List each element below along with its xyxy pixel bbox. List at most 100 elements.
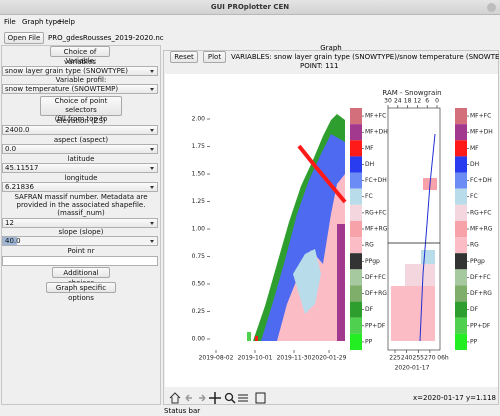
legend-swatch [455,124,467,141]
legend-label: DH [365,161,374,168]
legend-label: DF+FC [365,274,386,281]
menu-graph-type[interactable]: Graph type [22,18,62,26]
legend-label: RG [470,242,479,249]
graph-options-button[interactable]: Graph specific options [46,282,116,302]
legend-swatch [455,333,467,350]
config-icon[interactable] [238,394,248,402]
y-tick-label: 1.25 [192,198,206,205]
bottom-tick-label: 255 [413,355,425,362]
close-button[interactable] [487,3,496,12]
aspect-label: aspect (aspect) [53,136,109,144]
legend-swatch [455,220,467,238]
y-tick-label: 2.00 [192,116,206,123]
menu-help[interactable]: Help [59,18,75,26]
bottom-tick-label: 225 [389,355,401,362]
legend-swatch [350,108,362,125]
forward-icon[interactable] [199,394,206,402]
mf-bit [255,336,258,341]
profile-frame [387,107,441,351]
point-text: POINT: 111 [300,62,339,70]
slope-label: slope (slope) [58,228,104,236]
legend-label: DF+RG [470,290,492,297]
left-panel [1,45,161,405]
x-tick-label: 2019-11-30 [277,355,312,362]
legend-swatch [350,317,362,334]
choice-variables-button[interactable]: Choice of variables [50,46,110,66]
legend-label: DF+FC [470,274,491,281]
variable-combo[interactable]: snow layer grain type (SNOWTYPE) [2,66,158,76]
elevation-combo[interactable]: 2400.0 [2,125,158,135]
legend-swatch [350,301,362,318]
graph-header: Graph [320,44,342,52]
profile-shapes [387,107,441,351]
latitude-combo[interactable]: 45.11517 [2,163,158,173]
legend-swatch [350,172,362,189]
y-tick-label: 0.50 [192,281,206,288]
home-icon[interactable] [169,392,181,404]
pan-icon[interactable] [209,392,221,404]
legend-swatch [350,140,362,157]
legend-swatch [350,188,362,205]
point-input[interactable] [2,256,158,266]
legend-swatch [455,140,467,157]
legend-label: MF [365,145,374,152]
legend-label: RG+FC [365,209,387,216]
massif-combo[interactable]: 12 [2,218,158,228]
legend-swatch [350,204,362,221]
save-icon[interactable] [255,392,266,404]
legend-label: PPgp [470,258,485,265]
legend-label: DF+RG [365,290,387,297]
legend-swatch [455,269,467,286]
aspect-combo[interactable]: 0.0 [2,144,158,154]
window-title: GUI PROplotter CEN [0,0,500,15]
legend-label: RG [365,242,374,249]
menu-file[interactable]: File [4,18,16,26]
x-tick-label: 2019-08-02 [199,355,234,362]
legend-swatch [350,333,362,350]
longitude-combo[interactable]: 6.21836 [2,182,158,192]
mf-dh-area [337,224,345,341]
bottom-tick-label: 240 [401,355,413,362]
zoom-icon[interactable] [224,392,234,402]
y-tick-label: 0.25 [192,308,206,315]
y-tick-label: 0.75 [192,253,206,260]
profile-title: RAM - Snowgrain [382,89,441,97]
top-tick-label: 12 [414,98,422,105]
slope-combo[interactable]: 40.0 [2,236,158,246]
file-name: PRO_gdesRousses_2019-2020.nc [48,34,164,42]
legend-swatch [455,108,467,125]
graph-panel [163,50,499,405]
top-tick-label: 30 [384,98,392,105]
legend-swatch [350,253,362,270]
profil-label: Variable profil: [55,76,107,84]
variables-text: VARIABLES: snow layer grain type (SNOWTY… [231,53,500,61]
profile-rg-fc [405,264,435,286]
additional-choices-button[interactable]: Additional choices [52,267,110,287]
y-tick-label: 1.50 [192,171,206,178]
legend-swatch [350,285,362,302]
point-selectors-button[interactable]: Choice of point selectors (fill from top … [40,96,122,132]
top-tick-label: 6 [425,98,429,105]
top-tick-label: 24 [394,98,402,105]
open-file-button[interactable]: Open File [4,32,44,44]
latitude-label: latitude [67,155,95,163]
back-icon[interactable] [185,394,192,402]
legend-label: DH [470,161,479,168]
legend-label: FC [365,193,373,200]
legend-swatch [455,204,467,221]
legend-swatch [350,156,362,173]
legend-label: RG+FC [470,209,492,216]
legend-label: PP [365,338,373,345]
legend-label: PP+DF [470,322,491,329]
time-label: 06h [437,355,449,362]
legend-label: MF [470,145,479,152]
status-bar: Status bar [164,407,201,415]
profil-combo[interactable]: snow temperature (SNOWTEMP) [2,84,158,94]
x-tick-label: 2019-10-01 [238,355,273,362]
point-label: Point nr [67,247,95,255]
reset-button[interactable]: Reset [170,51,198,63]
date-label: 2020-01-17 [395,365,430,372]
legend-swatch [455,172,467,189]
y-tick-label: 0.00 [192,336,206,343]
plot-button[interactable]: Plot [203,51,226,63]
